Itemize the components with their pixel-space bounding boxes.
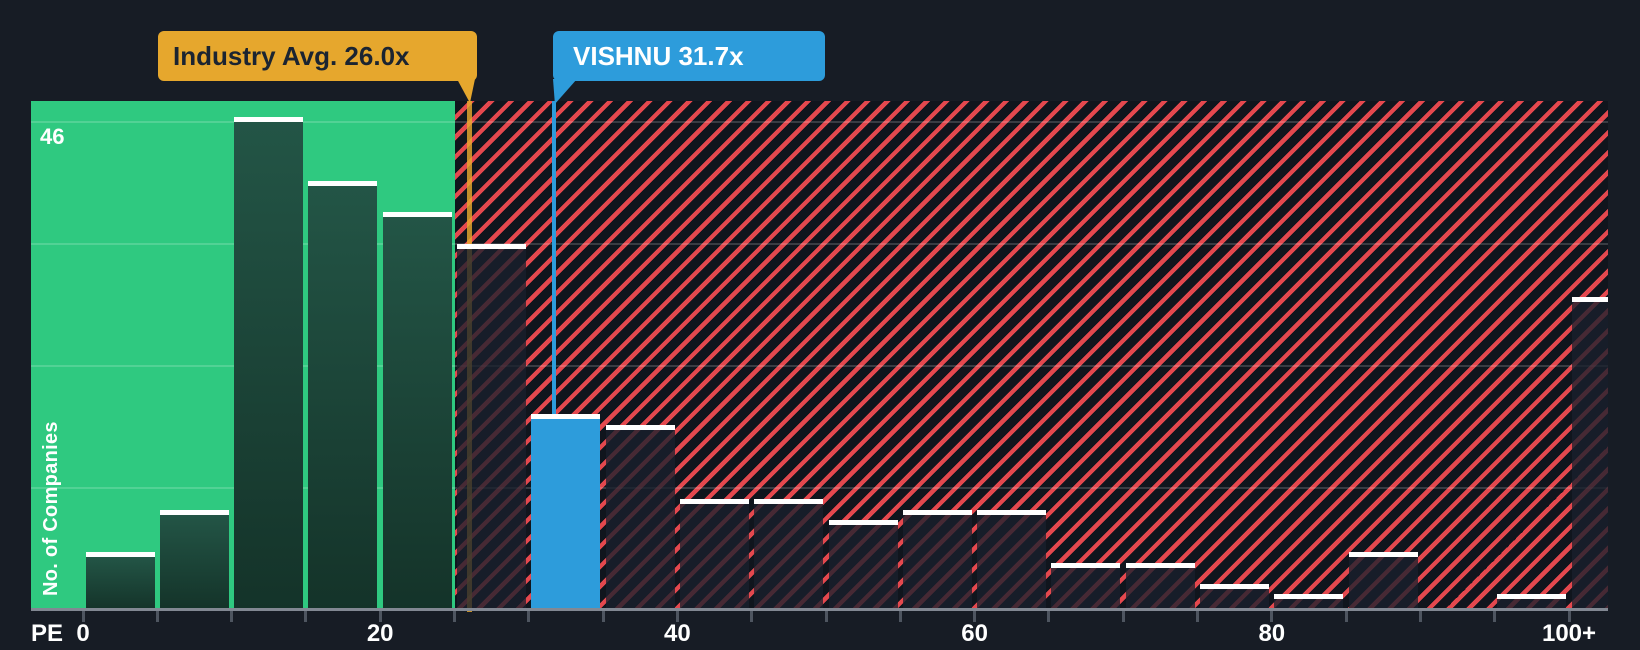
x-axis-tick <box>1493 611 1497 622</box>
x-axis-tick <box>81 611 85 622</box>
bar-cap-0-5 <box>85 551 155 557</box>
bar-cap-10-15 <box>234 116 304 122</box>
bar-60-65 <box>977 514 1047 610</box>
bar-cap-100+ <box>1571 297 1608 303</box>
bar-cap-85-90 <box>1348 551 1418 557</box>
bar-100+ <box>1571 302 1608 610</box>
x-tick-label-60: 60 <box>961 620 988 647</box>
bar-cap-45-50 <box>754 498 824 504</box>
bar-55-60 <box>902 514 972 610</box>
bar-75-80 <box>1200 588 1269 610</box>
x-axis-tick <box>973 611 977 622</box>
bar-cap-30-35 <box>531 414 601 420</box>
company-callout: VISHNU 31.7x <box>553 31 825 81</box>
gridline <box>31 120 1608 123</box>
industry-avg-callout-pointer <box>457 79 475 103</box>
x-tick-label-80: 80 <box>1258 620 1286 647</box>
x-axis-tick <box>1047 611 1051 622</box>
x-axis-line <box>31 608 1608 611</box>
x-tick-label-40: 40 <box>664 620 691 647</box>
x-tick-label-20: 20 <box>366 620 394 647</box>
bar-40-45 <box>679 503 749 610</box>
bar-5-10 <box>159 514 229 610</box>
x-axis-tick <box>1344 611 1348 622</box>
x-axis-tick <box>304 611 308 622</box>
bar-cap-40-45 <box>679 498 749 504</box>
x-axis-tick <box>898 611 902 622</box>
x-axis-tick <box>1121 611 1125 622</box>
bar-cap-80-85 <box>1274 594 1344 600</box>
x-axis-tick <box>601 611 605 622</box>
bar-cap-75-80 <box>1200 583 1269 589</box>
x-tick-label-0: 0 <box>76 620 90 647</box>
bar-cap-70-75 <box>1125 562 1195 568</box>
x-axis-tick <box>1270 611 1274 622</box>
company-bar-30-35 <box>531 419 601 610</box>
bar-cap-25-30 <box>457 244 526 250</box>
bar-cap-35-40 <box>605 424 675 430</box>
bar-25-30 <box>457 249 526 610</box>
x-axis-tick <box>453 611 456 622</box>
industry-avg-label: Industry Avg. 26.0x <box>173 40 410 71</box>
industry-avg-callout: Industry Avg. 26.0x <box>158 31 477 81</box>
bar-70-75 <box>1125 567 1195 610</box>
x-tick-label-100+: 100+ <box>1541 620 1597 647</box>
x-axis-tick <box>527 611 531 622</box>
bar-15-20 <box>308 185 378 610</box>
bar-cap-15-20 <box>308 180 378 186</box>
gridline <box>31 486 1608 489</box>
bar-85-90 <box>1348 556 1418 610</box>
x-axis-tick <box>675 611 679 622</box>
bar-0-5 <box>85 556 155 610</box>
gridline <box>31 242 1608 245</box>
bar-cap-65-70 <box>1051 562 1121 568</box>
bar-35-40 <box>605 429 675 610</box>
x-axis-tick <box>1418 611 1422 622</box>
bar-cap-95-100 <box>1497 594 1567 600</box>
bar-45-50 <box>754 503 824 610</box>
x-axis-tick <box>750 611 754 622</box>
bar-50-55 <box>828 525 898 610</box>
bar-cap-60-65 <box>977 509 1047 515</box>
x-axis-tick <box>824 611 828 622</box>
x-axis-tick <box>1567 611 1571 622</box>
company-marker-line <box>552 101 557 415</box>
bar-10-15 <box>234 121 304 610</box>
x-axis-tick <box>378 611 382 622</box>
bar-65-70 <box>1051 567 1121 610</box>
x-axis-tick <box>155 611 159 622</box>
y-max-label: 46 <box>40 124 65 149</box>
x-axis-tick <box>1196 611 1199 622</box>
bar-cap-55-60 <box>902 509 972 515</box>
gridline <box>31 364 1608 367</box>
x-axis-tick <box>230 611 234 622</box>
bar-95-100 <box>1497 599 1567 610</box>
bar-cap-50-55 <box>828 520 898 526</box>
y-axis-title: No. of Companies <box>40 421 62 596</box>
bar-80-85 <box>1274 599 1344 610</box>
bar-20-25 <box>382 217 452 610</box>
company-label: VISHNU 31.7x <box>573 40 744 71</box>
bar-cap-5-10 <box>159 509 229 515</box>
above-average-region <box>455 101 1608 610</box>
bar-cap-20-25 <box>382 212 452 218</box>
x-axis-title: PE <box>30 620 63 647</box>
